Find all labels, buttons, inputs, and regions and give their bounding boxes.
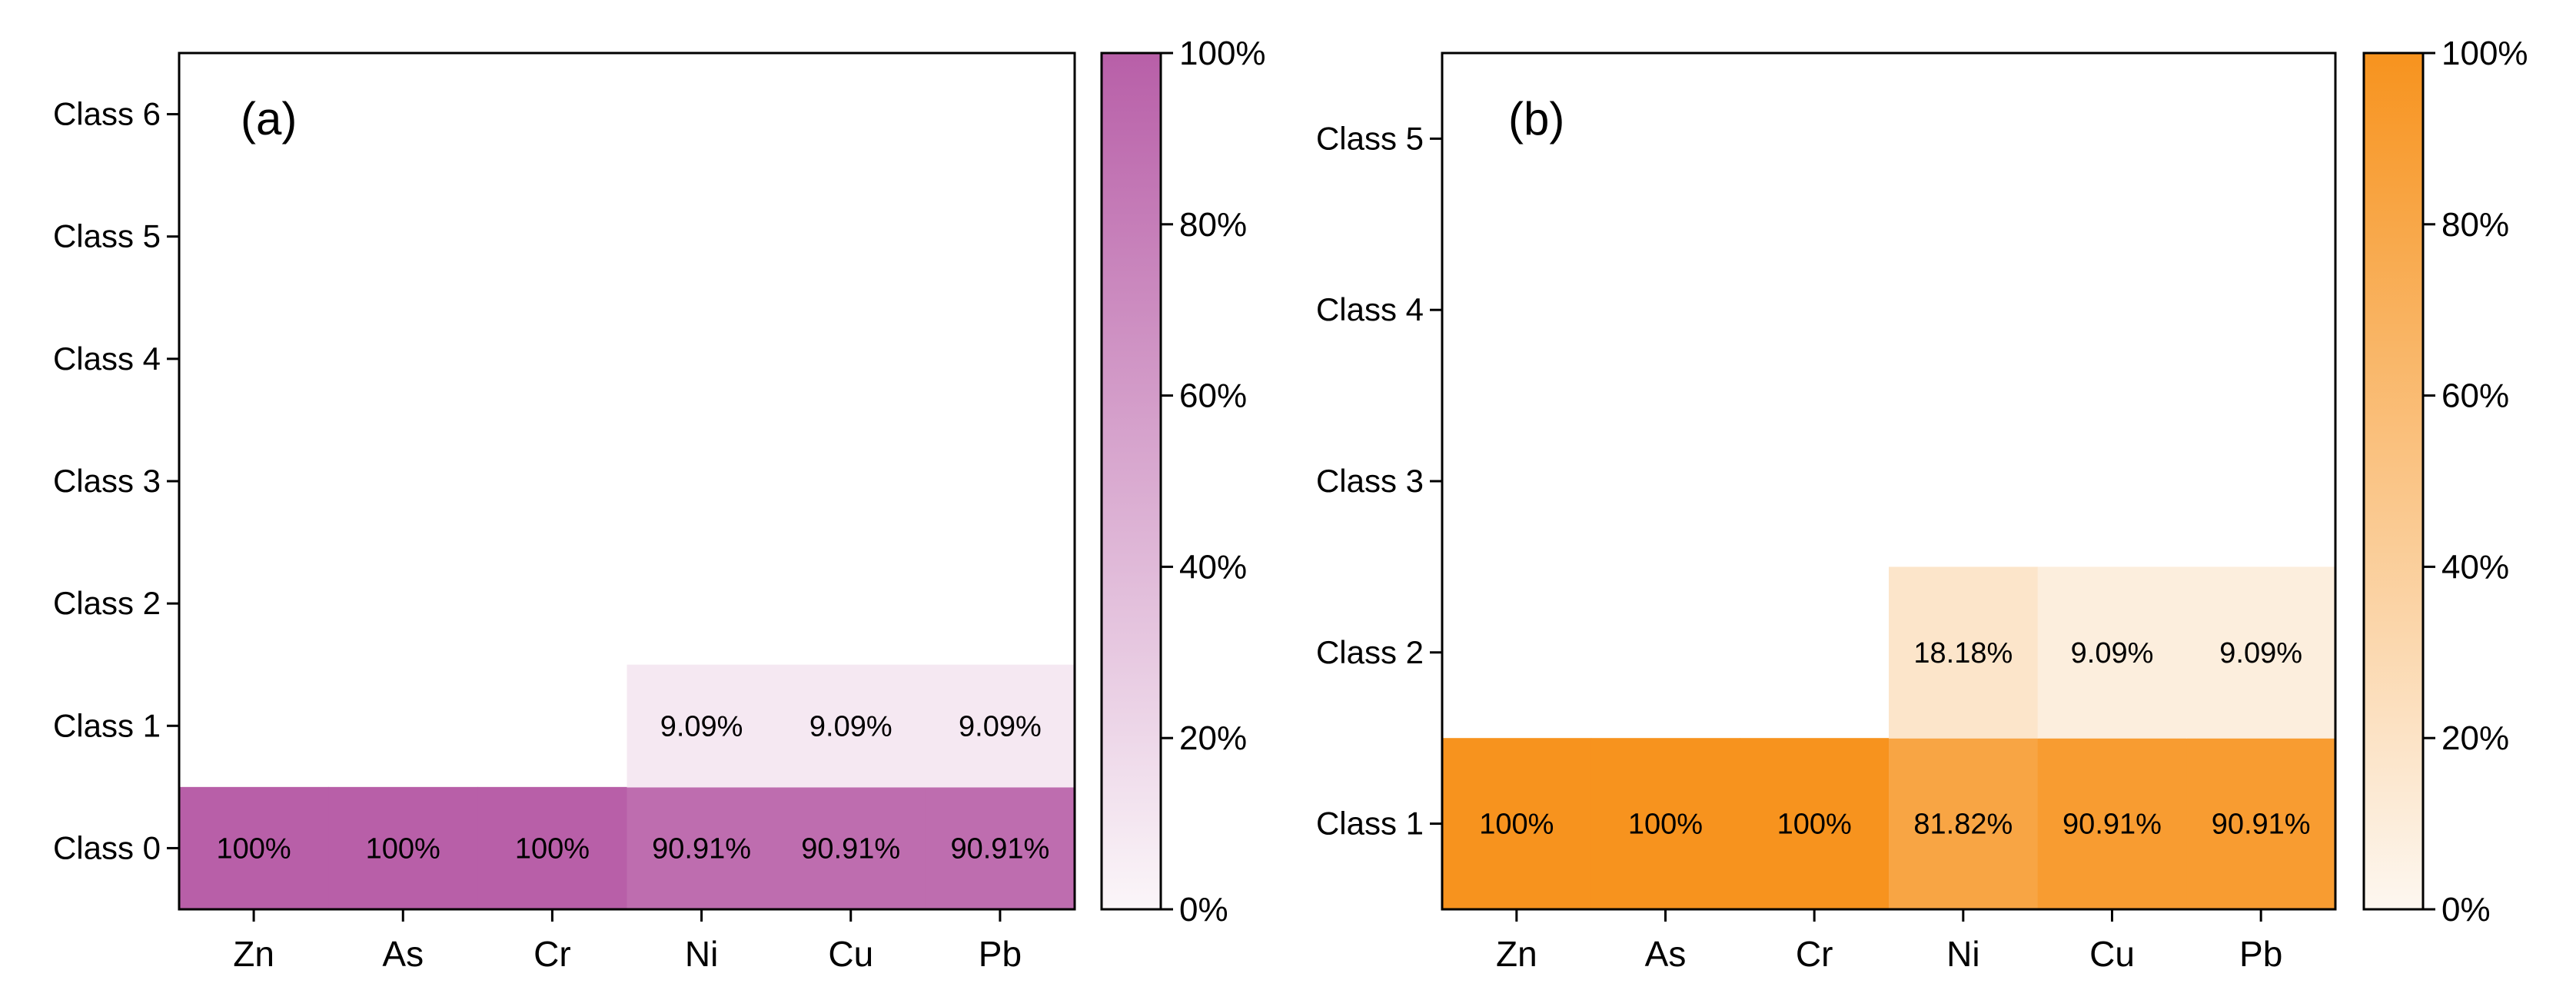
heatmap-cell [2186,738,2336,910]
y-tick-label: Class 0 [53,829,161,865]
x-tick-label: Ni [685,934,718,974]
y-tick-label: Class 4 [53,341,161,377]
y-tick-label: Class 2 [53,585,161,621]
cell-value-label: 9.09% [959,710,1042,743]
heatmap-cell [776,786,926,910]
heatmap-cell [1590,738,1740,910]
cell-value-label: 100% [1479,809,1554,841]
y-tick-label: Class 2 [1316,634,1424,670]
cell-value-label: 90.91% [2212,809,2311,841]
colorbar-tick-label: 20% [2441,719,2509,757]
y-tick-label: Class 3 [1316,463,1424,499]
x-tick-label: Cu [2089,934,2135,974]
cell-value-label: 90.91% [950,832,1049,865]
heatmap-cell [328,786,478,910]
heatmap-cell [1740,738,1890,910]
heatmap-cell [2037,738,2187,910]
x-tick-label: Cr [533,934,571,974]
heatmap-cell [1889,738,2039,910]
x-tick-label: Ni [1946,934,1979,974]
panel-b: 100% 100% 100% 81.82% 90.91% 90.91% 18.18% 9.09… [1316,35,2528,974]
x-tick-label: As [1645,934,1687,974]
colorbar-tick-label: 0% [1179,891,1228,929]
x-tick-label: Cu [828,934,873,974]
heatmap-cell [925,664,1075,788]
y-tick-label: Class 4 [1316,291,1424,327]
x-tick-label: Zn [1496,934,1537,974]
heatmap-cell [2037,566,2187,739]
cell-value-label: 100% [366,832,440,865]
heatmap-cell [477,786,628,910]
cell-value-label: 9.09% [809,710,892,743]
cell-value-label: 9.09% [2071,637,2154,669]
heatmap-cell [179,786,329,910]
colorbar-tick-label: 80% [2441,206,2509,244]
panel-a: 100% 100% 100% 90.91% 90.91% 90.91% 9.09% 9.09%… [53,35,1266,974]
colorbar-tick-label: 40% [2441,548,2509,586]
heatmap-cell [1442,738,1592,910]
panel-label: (b) [1508,93,1564,145]
cell-value-label: 81.82% [1913,809,2013,841]
colorbar-tick-label: 60% [1179,377,1247,415]
y-tick-label: Class 5 [1316,120,1424,156]
cell-value-label: 90.91% [652,832,751,865]
cell-value-label: 18.18% [1913,637,2013,669]
y-tick-label: Class 1 [53,707,161,743]
y-tick-label: Class 6 [53,96,161,132]
x-tick-label: Cr [1796,934,1833,974]
heatmap-cell [2186,566,2336,739]
colorbar-tick-label: 80% [1179,206,1247,244]
cell-value-label: 90.91% [801,832,900,865]
cell-value-label: 100% [1628,809,1703,841]
colorbar-tick-label: 60% [2441,377,2509,415]
colorbar-tick-label: 20% [1179,719,1247,757]
cell-value-label: 9.09% [660,710,743,743]
colorbar [2362,51,2425,911]
x-tick-label: Pb [979,934,1022,974]
cell-value-label: 9.09% [2219,637,2302,669]
cell-value-label: 100% [1777,809,1852,841]
colorbar [1100,51,1162,911]
y-tick-label: Class 5 [53,218,161,254]
cell-value-label: 100% [216,832,291,865]
heatmap-cell [925,786,1075,910]
colorbar-tick-label: 100% [1179,35,1266,72]
cell-value-label: 100% [515,832,590,865]
heatmap-cell [627,664,777,788]
panel-label: (a) [241,93,297,145]
heatmap-cell [776,664,926,788]
heatmap-cell [627,786,777,910]
y-tick-label: Class 1 [1316,806,1424,842]
x-tick-label: Zn [233,934,274,974]
x-tick-label: Pb [2239,934,2282,974]
heatmap-cell [1889,566,2039,739]
colorbar-tick-label: 100% [2441,35,2528,72]
x-tick-label: As [382,934,424,974]
cell-value-label: 90.91% [2062,809,2162,841]
y-tick-label: Class 3 [53,463,161,499]
colorbar-tick-label: 40% [1179,548,1247,586]
colorbar-tick-label: 0% [2441,891,2491,929]
